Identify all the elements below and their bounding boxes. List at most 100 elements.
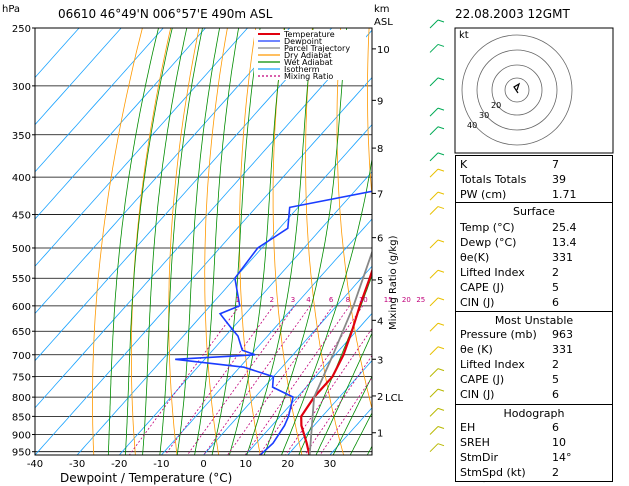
km-tick-label: 1 — [377, 429, 383, 440]
index-key: CAPE (J) — [460, 281, 505, 294]
hodograph-ring — [461, 34, 573, 146]
wet-adiabat-line — [159, 28, 203, 455]
km-tick-label: 3 — [377, 355, 383, 366]
wind-barb — [429, 408, 439, 417]
y-tick-label: 400 — [12, 173, 31, 184]
dry-adiabat-line — [272, 28, 303, 455]
mixing-ratio-label: 15 — [384, 296, 393, 304]
wet-adiabat-line — [124, 28, 173, 455]
y-tick-label: 250 — [12, 24, 31, 35]
wet-adiabat-line — [176, 28, 220, 455]
index-value: 6 — [552, 421, 559, 434]
isotherm-line — [329, 407, 372, 455]
wind-barb-flag — [437, 269, 445, 273]
x-axis-label: Dewpoint / Temperature (°C) — [60, 471, 232, 485]
km-tick-label: 4 — [377, 316, 383, 327]
mixing-ratio-line — [128, 305, 240, 455]
isotherm-line — [35, 28, 248, 267]
wet-adiabat-line — [263, 28, 347, 455]
wind-barb-flag — [437, 297, 445, 301]
hodograph-ring — [491, 64, 543, 116]
index-row: StmDir 14° — [460, 451, 608, 465]
wind-barb-flag — [437, 206, 445, 210]
dry-adiabat-line — [168, 28, 200, 455]
wind-barb — [429, 107, 439, 117]
wet-adiabat-line — [246, 28, 314, 455]
indices-panel: K 7 Totals Totals 39 PW (cm) 1.71 Surface Temp … — [455, 155, 613, 482]
plot-frame — [34, 27, 373, 456]
hodograph-frame — [454, 27, 614, 154]
wind-barb — [429, 346, 439, 356]
mixing-ratio-axis-label: Mixing Ratio (g/kg) — [388, 235, 399, 330]
index-value: 1.71 — [552, 188, 577, 201]
index-value: 331 — [552, 251, 573, 264]
wind-barb — [429, 426, 439, 435]
index-value: 2 — [552, 266, 559, 279]
wind-barb — [429, 239, 439, 249]
hodograph-ring-label: 30 — [479, 111, 489, 120]
background-lines — [35, 28, 629, 455]
y-tick-label: 800 — [12, 393, 31, 404]
wind-barb — [429, 152, 439, 162]
hodograph-ring-label: 20 — [491, 101, 501, 110]
index-row: PW (cm) 1.71 — [460, 188, 608, 202]
index-value: 7 — [552, 158, 559, 171]
index-key: SREH — [460, 436, 490, 449]
km-axis-label-1: km — [374, 4, 390, 15]
index-row: CIN (J) 6 — [460, 388, 608, 402]
isotherm-line — [245, 312, 372, 455]
index-value: 2 — [552, 466, 559, 479]
indices-section: Surface Temp (°C) 25.4 Dewp (°C) 13.4 θe(K) 33… — [455, 202, 613, 312]
hodograph-kt-label: kt — [459, 30, 469, 41]
mixing-ratio-label: 25 — [416, 296, 425, 304]
wind-barb-flag — [437, 43, 445, 47]
dry-adiabat-line — [624, 28, 629, 455]
wet-adiabat-line — [142, 28, 188, 455]
wind-barb — [429, 322, 439, 332]
index-value: 5 — [552, 373, 559, 386]
dry-adiabat-line — [204, 28, 228, 455]
datetime-header: 22.08.2003 12GMT — [455, 7, 570, 21]
section-title: Hodograph — [503, 407, 565, 420]
index-key: Lifted Index — [460, 266, 525, 279]
hodograph-ring — [504, 77, 530, 103]
y-tick-label: 450 — [12, 211, 31, 222]
wind-barb — [429, 77, 439, 87]
index-key: Lifted Index — [460, 358, 525, 371]
index-value: 39 — [552, 173, 566, 186]
index-row: θe (K) 331 — [460, 343, 608, 357]
index-value: 6 — [552, 296, 559, 309]
wind-barb-flag — [437, 239, 445, 243]
wind-barb — [429, 368, 439, 378]
index-row: θe(K) 331 — [460, 251, 608, 265]
wind-barb-flag — [437, 77, 445, 81]
mixing-ratio-label: 4 — [306, 296, 311, 304]
index-row: Totals Totals 39 — [460, 173, 608, 187]
y-tick-label: 500 — [12, 244, 31, 255]
y-tick-label: 550 — [12, 274, 31, 285]
index-row: Lifted Index 2 — [460, 266, 608, 280]
mixing-ratio-label: 2 — [270, 296, 274, 304]
lcl-label: LCL — [385, 393, 404, 404]
index-value: 10 — [552, 436, 566, 449]
mixing-ratio-line — [304, 354, 372, 455]
wind-barb — [429, 443, 439, 453]
axes: 2503003504004505005506006507007508008509… — [12, 24, 425, 470]
index-key: EH — [460, 421, 476, 434]
hodograph-ring-label: 40 — [467, 121, 477, 130]
indices-section: Most Unstable Pressure (mb) 963 θe (K) 331 Li… — [455, 311, 613, 405]
wind-barb — [429, 44, 439, 53]
index-row: EH 6 — [460, 421, 608, 435]
x-tick-label: 10 — [239, 459, 252, 470]
isotherm-line — [35, 76, 372, 455]
series-dewpoint — [175, 190, 372, 455]
wind-barb — [429, 191, 439, 201]
wet-adiabat-line — [315, 332, 372, 455]
wind-barb-flag — [437, 107, 445, 111]
isotherm-line — [35, 29, 372, 409]
isotherm-line — [35, 28, 164, 173]
index-key: K — [460, 158, 468, 171]
index-key: θe(K) — [460, 251, 490, 264]
